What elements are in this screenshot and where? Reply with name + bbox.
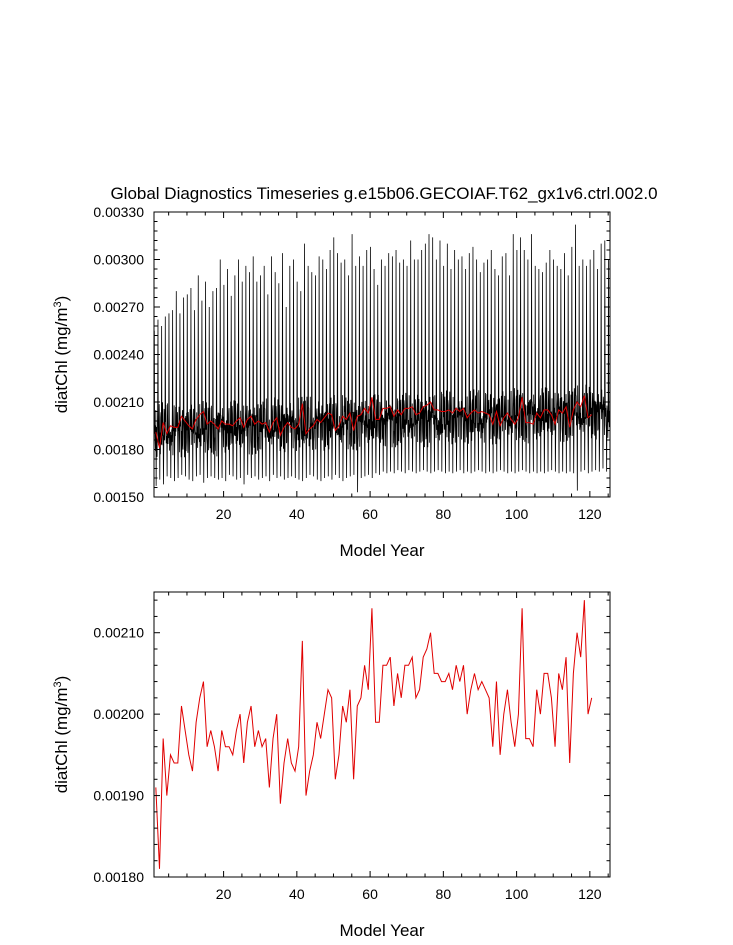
chart-title: Global Diagnostics Timeseries g.e15b06.G…	[110, 184, 657, 203]
top-x-tick-label: 80	[436, 506, 452, 522]
bottom-y-tick-label: 0.00200	[93, 706, 144, 722]
bottom-x-tick-label: 100	[505, 886, 529, 902]
top-y-tick-label: 0.00270	[93, 299, 144, 315]
top-series-monthly-line	[154, 224, 610, 493]
top-y-axis-label-main: diatChl (mg/m	[52, 307, 71, 413]
bottom-y-axis-label: diatChl (mg/m3)	[52, 676, 71, 794]
bottom-x-axis-label: Model Year	[339, 921, 424, 940]
top-y-tick-label: 0.00330	[93, 204, 144, 220]
top-y-tick-label: 0.00240	[93, 347, 144, 363]
bottom-plot-frame	[153, 591, 611, 878]
top-x-axis-label: Model Year	[339, 541, 424, 560]
bottom-plot-data	[155, 600, 593, 869]
bottom-y-tick-label: 0.00180	[93, 869, 144, 885]
top-y-tick-label: 0.00210	[93, 394, 144, 410]
bottom-series-annual-line	[155, 600, 593, 869]
top-y-axis-label: diatChl (mg/m3)	[52, 296, 71, 414]
top-series-annual-line	[155, 395, 593, 449]
bottom-y-tick-label: 0.00210	[93, 625, 144, 641]
top-y-axis-label-close: )	[52, 296, 71, 302]
top-x-tick-label: 120	[578, 506, 602, 522]
top-y-axis-label-sup: 3	[52, 301, 64, 307]
top-x-tick-label: 40	[289, 506, 305, 522]
bottom-y-axis-label-sup: 3	[52, 681, 64, 687]
bottom-y-axis-label-close: )	[52, 676, 71, 682]
top-x-tick-label: 60	[362, 506, 378, 522]
bottom-x-tick-label: 120	[578, 886, 602, 902]
bottom-x-tick-label: 80	[436, 886, 452, 902]
bottom-x-tick-label: 20	[216, 886, 232, 902]
top-y-tick-label: 0.00150	[93, 489, 144, 505]
top-plot-axes: 20 40 60 80 100 120 0.00150 0.00180 0.00210 0.002…	[93, 204, 610, 522]
bottom-y-axis-label-main: diatChl (mg/m	[52, 687, 71, 793]
bottom-plot-axes: 20 40 60 80 100 120 0.00180 0.00190 0.00200 0.002…	[93, 592, 610, 902]
bottom-x-tick-label: 40	[289, 886, 305, 902]
top-x-tick-label: 20	[216, 506, 232, 522]
top-timeseries-plot: 20 40 60 80 100 120 0.00150 0.00180 0.00210 0.002…	[52, 204, 611, 560]
top-y-tick-label: 0.00300	[93, 252, 144, 268]
bottom-x-tick-label: 60	[362, 886, 378, 902]
bottom-y-tick-label: 0.00190	[93, 788, 144, 804]
top-plot-data	[154, 224, 610, 493]
top-x-tick-label: 100	[505, 506, 529, 522]
top-y-tick-label: 0.00180	[93, 442, 144, 458]
bottom-timeseries-plot: 20 40 60 80 100 120 0.00180 0.00190 0.00200 0.002…	[52, 591, 611, 940]
